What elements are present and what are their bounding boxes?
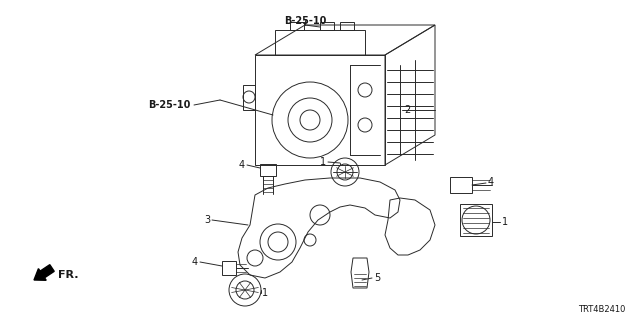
Text: B-25-10: B-25-10 [148, 100, 190, 110]
Text: B-25-10: B-25-10 [284, 16, 326, 26]
Text: TRT4B2410: TRT4B2410 [578, 305, 625, 314]
Text: 1: 1 [320, 157, 326, 167]
Text: 3: 3 [204, 215, 210, 225]
Text: 5: 5 [374, 273, 380, 283]
Text: FR.: FR. [58, 270, 79, 280]
Text: 4: 4 [192, 257, 198, 267]
Text: 1: 1 [502, 217, 508, 227]
Text: 1: 1 [262, 288, 268, 298]
FancyArrow shape [34, 265, 54, 280]
Text: 4: 4 [488, 177, 494, 187]
Text: 2: 2 [404, 105, 410, 115]
Text: 4: 4 [239, 160, 245, 170]
